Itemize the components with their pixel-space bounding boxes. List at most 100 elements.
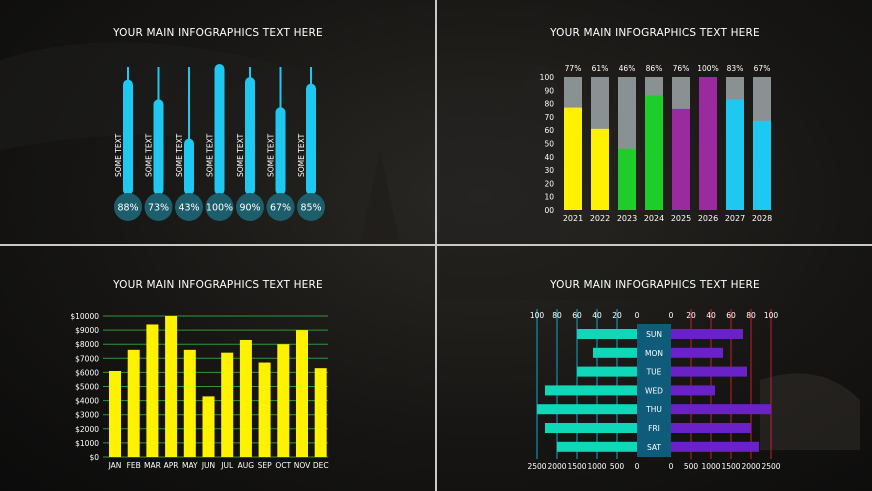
- bar: [258, 362, 271, 457]
- panel-title: YOUR MAIN INFOGRAPHICS TEXT HERE: [550, 27, 760, 39]
- y-tick-label: $1000: [75, 439, 99, 448]
- y-tick-label: $9000: [75, 326, 99, 335]
- bar-label: SOME TEXT: [206, 133, 215, 177]
- top-tick-left: 80: [552, 311, 562, 320]
- bar: [277, 344, 290, 457]
- day-label: THU: [645, 405, 662, 414]
- bar-left: [545, 385, 637, 396]
- x-tick-label: JAN: [108, 461, 122, 470]
- day-label: WED: [645, 386, 663, 395]
- value-bubble: [266, 193, 295, 221]
- value-label: 46%: [619, 64, 636, 73]
- bar: [214, 64, 225, 195]
- top-tick-left: 40: [592, 311, 602, 320]
- top-tick-right: 40: [706, 311, 716, 320]
- bar: [275, 107, 286, 195]
- y-tick-label: 80: [544, 100, 554, 109]
- bar-label: SOME TEXT: [175, 133, 184, 177]
- bar: [753, 120, 771, 210]
- y-tick-label: 20: [544, 179, 554, 188]
- panel-weekday-bars: YOUR MAIN INFOGRAPHICS TEXT HERE 100 80 60…: [437, 246, 872, 491]
- chart-monthly-bars: $0 $1000 $2000 $3000 $4000 $5000 $6000 $7000 $80…: [70, 312, 329, 470]
- panel-monthly-bars: YOUR MAIN INFOGRAPHICS TEXT HERE $0 $1000…: [0, 246, 436, 491]
- x-tick-label: MAY: [182, 461, 198, 470]
- top-tick-right: 20: [686, 311, 696, 320]
- value-label: 100%: [697, 64, 718, 73]
- value-bubble: [205, 193, 234, 221]
- x-tick-label: NOV: [294, 461, 311, 470]
- x-tick-label: JUL: [220, 461, 234, 470]
- y-tick-label: 70: [544, 113, 554, 122]
- top-tick-left: 20: [612, 311, 622, 320]
- bar: [726, 99, 744, 210]
- y-tick-label: 40: [544, 153, 554, 162]
- day-label: SUN: [646, 330, 662, 339]
- bar-right: [671, 441, 759, 452]
- value-label: 76%: [673, 64, 690, 73]
- bottom-tick-right: 500: [684, 462, 699, 471]
- bottom-tick-left: 2000: [547, 462, 566, 471]
- bottom-tick-left: 2500: [527, 462, 546, 471]
- value-label: 77%: [565, 64, 582, 73]
- value-label: 67%: [754, 64, 771, 73]
- bottom-tick-left: 0: [635, 462, 640, 471]
- bar-left: [545, 423, 637, 433]
- bottom-tick-left: 500: [610, 462, 625, 471]
- x-tick-label: 2024: [644, 214, 664, 223]
- x-tick-label: 2023: [617, 214, 637, 223]
- bar: [153, 99, 164, 195]
- x-tick-label: FEB: [127, 461, 141, 470]
- bar: [296, 330, 308, 457]
- bar: [165, 316, 178, 457]
- bar: [109, 370, 121, 457]
- bar: [306, 83, 316, 195]
- top-tick-right: 80: [746, 311, 756, 320]
- bar-left: [577, 366, 637, 377]
- bar-left: [557, 441, 637, 452]
- bottom-tick-right: 1500: [721, 462, 740, 471]
- bar: [239, 339, 252, 457]
- bar: [618, 148, 636, 210]
- bar: [184, 138, 194, 195]
- bar: [183, 349, 196, 457]
- panel-percent-bars: YOUR MAIN INFOGRAPHICS TEXT HERE SOME TE…: [0, 0, 436, 245]
- bar: [564, 107, 582, 210]
- bottom-tick-right: 0: [669, 462, 674, 471]
- top-tick-right: 0: [669, 311, 674, 320]
- chart-percent-bars: SOME TEXT 88% SOME TEXT 73% SOME TEXT 43% SOME…: [114, 64, 325, 221]
- x-tick-label: 2022: [590, 214, 610, 223]
- bottom-tick-right: 2000: [741, 462, 760, 471]
- bar-label: SOME TEXT: [267, 133, 276, 177]
- bar: [146, 324, 159, 457]
- value-bubble: [297, 193, 325, 221]
- bottom-tick-right: 1000: [701, 462, 720, 471]
- x-tick-label: OCT: [275, 461, 291, 470]
- bar: [202, 396, 215, 457]
- value-label: 43%: [178, 203, 199, 214]
- bar: [699, 77, 717, 210]
- bar: [591, 128, 609, 210]
- x-tick-label: 2027: [725, 214, 745, 223]
- chart-yearly-bars: 100 90 80 70 60 50 40 30 20 10 00 77% 2021 61% 2022 46%…: [540, 64, 773, 223]
- bar-label: SOME TEXT: [236, 133, 245, 177]
- value-bubble: [175, 193, 203, 221]
- day-label: MON: [645, 349, 663, 358]
- y-tick-label: $7000: [75, 354, 99, 363]
- bar-right: [671, 329, 743, 339]
- x-tick-label: DEC: [313, 461, 329, 470]
- bar: [314, 368, 327, 457]
- bottom-tick-left: 1000: [587, 462, 606, 471]
- value-bubble: [236, 193, 264, 221]
- y-tick-label: 30: [544, 166, 554, 175]
- x-tick-label: 2025: [671, 214, 691, 223]
- x-tick-label: MAR: [144, 461, 161, 470]
- top-tick-left: 60: [572, 311, 582, 320]
- bar-label: SOME TEXT: [297, 133, 306, 177]
- y-tick-label: $3000: [75, 411, 99, 420]
- value-label: 73%: [148, 203, 169, 214]
- y-tick-label: 00: [544, 206, 554, 215]
- value-label: 90%: [239, 203, 260, 214]
- x-tick-label: SEP: [258, 461, 272, 470]
- x-tick-label: AUG: [238, 461, 255, 470]
